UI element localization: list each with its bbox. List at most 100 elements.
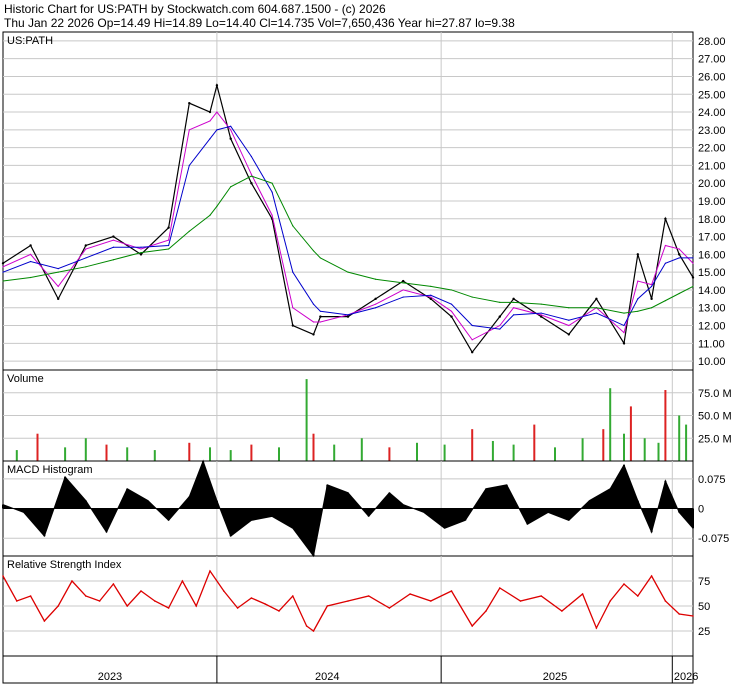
rsi-point bbox=[209, 570, 211, 572]
price-point-2-29 bbox=[651, 285, 653, 287]
price-tick-label: 27.00 bbox=[698, 54, 726, 66]
rsi-point bbox=[85, 595, 87, 597]
price-point-0-19 bbox=[429, 297, 432, 301]
price-point-0-18 bbox=[402, 279, 405, 283]
macd-tick-label: 0 bbox=[698, 504, 704, 516]
rsi-point bbox=[637, 595, 639, 597]
price-point-2-9 bbox=[216, 129, 218, 131]
rsi-point bbox=[692, 615, 694, 617]
price-point-0-11 bbox=[250, 182, 253, 185]
price-point-1-5 bbox=[140, 248, 142, 250]
rsi-point bbox=[223, 590, 225, 592]
price-point-3-30 bbox=[664, 300, 667, 302]
price-point-3-7 bbox=[188, 230, 190, 232]
price-point-3-24 bbox=[540, 303, 542, 305]
price-point-2-1 bbox=[30, 260, 32, 263]
rsi-point bbox=[181, 580, 184, 582]
price-tick-label: 15.00 bbox=[698, 267, 726, 279]
volume-bar bbox=[360, 438, 363, 461]
price-point-1-20 bbox=[450, 310, 453, 312]
volume-bar bbox=[84, 438, 87, 461]
rsi-point bbox=[167, 607, 170, 609]
volume-bar bbox=[15, 450, 18, 461]
macd-panel-title: MACD Histogram bbox=[7, 464, 93, 476]
price-point-2-4 bbox=[112, 246, 114, 248]
price-point-2-17 bbox=[375, 307, 377, 309]
volume-bar bbox=[443, 444, 446, 461]
chart-header-title: Historic Chart for US:PATH by Stockwatch… bbox=[4, 2, 386, 16]
price-point-1-1 bbox=[30, 253, 32, 255]
volume-bar bbox=[229, 450, 232, 461]
volume-bar bbox=[471, 429, 474, 461]
volume-bar bbox=[36, 433, 39, 461]
price-point-0-26 bbox=[595, 297, 598, 301]
x-axis-year-label: 2026 bbox=[674, 671, 698, 683]
price-point-1-21 bbox=[471, 339, 473, 341]
price-point-2-19 bbox=[430, 294, 432, 296]
price-point-2-12 bbox=[271, 191, 273, 193]
volume-bar bbox=[126, 447, 129, 461]
price-tick-label: 23.00 bbox=[698, 125, 726, 137]
volume-bar bbox=[250, 444, 253, 461]
price-point-3-12 bbox=[271, 182, 273, 184]
price-point-0-13 bbox=[291, 324, 294, 327]
price-point-3-6 bbox=[168, 248, 170, 250]
price-point-2-15 bbox=[319, 310, 321, 312]
price-tick-label: 16.00 bbox=[698, 249, 726, 261]
rsi-point bbox=[195, 605, 197, 607]
volume-bar bbox=[623, 433, 625, 461]
volume-bar bbox=[188, 442, 191, 461]
price-point-1-12 bbox=[271, 214, 273, 216]
price-point-0-10 bbox=[229, 137, 232, 140]
rsi-point bbox=[126, 605, 128, 607]
rsi-point bbox=[264, 603, 267, 605]
rsi-point bbox=[485, 610, 487, 612]
price-tick-label: 17.00 bbox=[698, 232, 726, 244]
price-point-2-24 bbox=[540, 312, 542, 314]
volume-bar bbox=[664, 390, 667, 461]
price-point-3-27 bbox=[623, 312, 625, 314]
volume-bar bbox=[388, 447, 391, 461]
volume-bar bbox=[533, 424, 536, 461]
price-point-2-30 bbox=[664, 262, 667, 264]
price-point-0-28 bbox=[636, 253, 639, 256]
price-point-0-6 bbox=[167, 226, 170, 229]
volume-tick-label: 75.0 M bbox=[698, 388, 732, 400]
price-point-1-0 bbox=[2, 266, 4, 268]
rsi-point bbox=[519, 600, 522, 602]
price-point-1-6 bbox=[168, 239, 170, 241]
price-point-0-0 bbox=[1, 262, 5, 265]
price-point-2-11 bbox=[250, 155, 252, 158]
rsi-point bbox=[471, 625, 474, 627]
price-panel-title: US:PATH bbox=[7, 35, 53, 47]
volume-bar bbox=[305, 379, 308, 461]
price-point-1-15 bbox=[319, 321, 321, 323]
x-axis-year-label: 2024 bbox=[315, 671, 339, 683]
price-point-1-8 bbox=[209, 120, 211, 122]
price-point-0-22 bbox=[498, 315, 501, 318]
price-point-2-0 bbox=[2, 271, 4, 273]
price-point-2-21 bbox=[471, 324, 473, 327]
price-point-2-26 bbox=[595, 312, 598, 314]
price-point-0-30 bbox=[664, 217, 667, 220]
rsi-point bbox=[388, 607, 391, 609]
rsi-point bbox=[450, 590, 453, 592]
price-point-1-29 bbox=[651, 284, 653, 286]
price-point-3-23 bbox=[513, 301, 515, 303]
price-point-0-21 bbox=[471, 351, 474, 354]
price-point-0-20 bbox=[450, 315, 453, 318]
price-tick-label: 26.00 bbox=[698, 71, 726, 83]
price-point-1-13 bbox=[292, 307, 294, 309]
price-point-3-26 bbox=[595, 307, 598, 309]
volume-bar bbox=[657, 442, 660, 461]
rsi-point bbox=[236, 607, 239, 609]
rsi-point bbox=[409, 593, 411, 595]
price-point-1-17 bbox=[375, 303, 377, 305]
rsi-point bbox=[347, 600, 349, 602]
price-point-2-22 bbox=[499, 328, 501, 330]
price-point-3-3 bbox=[85, 266, 87, 268]
price-point-1-31 bbox=[678, 248, 680, 250]
price-tick-label: 18.00 bbox=[698, 214, 726, 226]
price-point-0-31 bbox=[678, 253, 681, 256]
